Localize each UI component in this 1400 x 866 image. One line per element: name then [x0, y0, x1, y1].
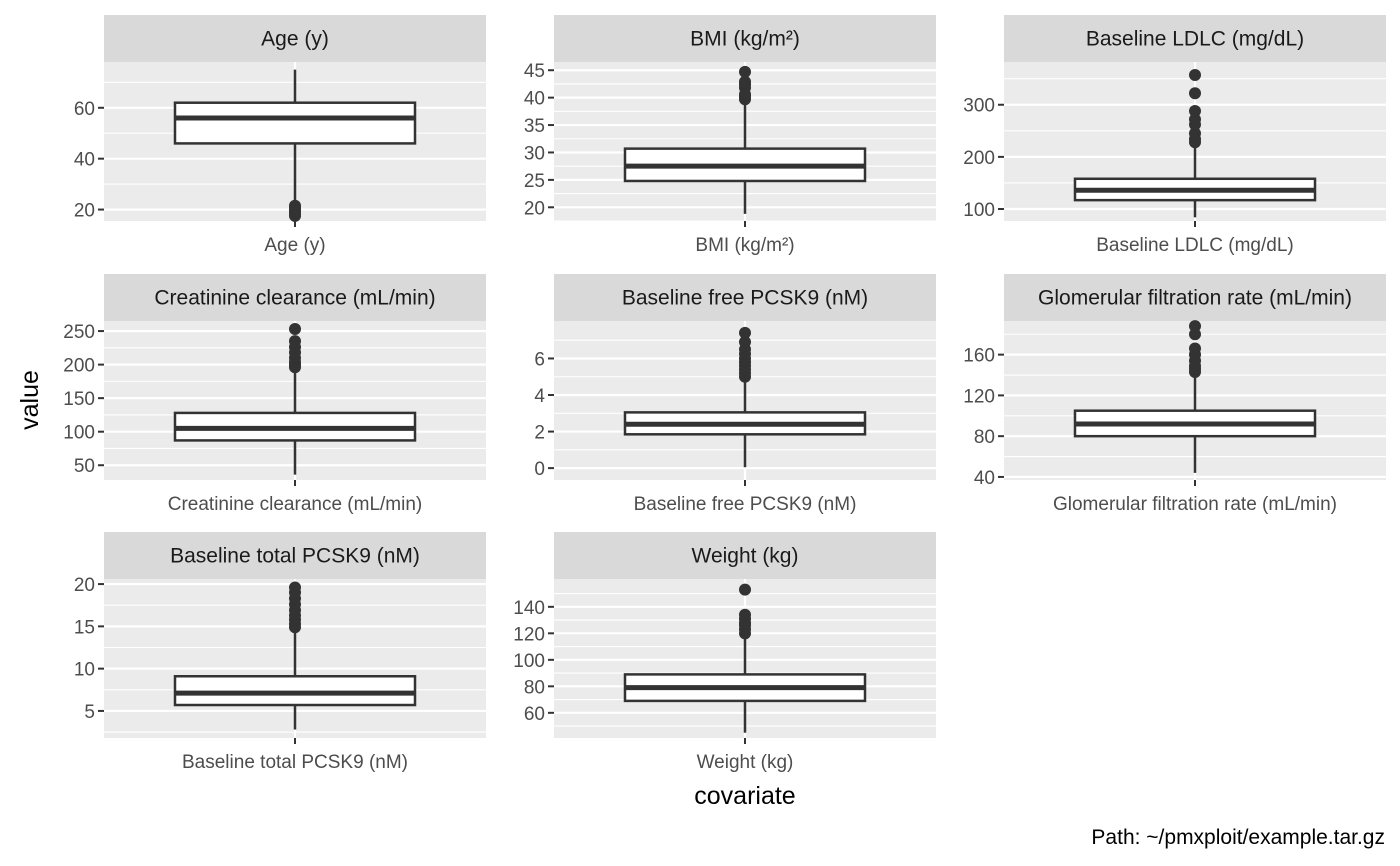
facet-creatinine-clearance-ml-min: Creatinine clearance (mL/min) 50 100 150 200…	[63, 274, 486, 515]
strip-label: Baseline LDLC (mg/dL)	[1086, 28, 1304, 51]
y-tick-label: 120	[513, 624, 545, 645]
facet-baseline-ldlc-mg-dl: Baseline LDLC (mg/dL) 100 200 300 Baseline L…	[963, 15, 1386, 256]
y-tick-label: 6	[534, 349, 545, 370]
y-tick-label: 5	[84, 702, 95, 723]
facet-baseline-total-pcsk9-nm: Baseline total PCSK9 (nM) 5 10 15 20 Baseline…	[74, 532, 486, 773]
y-tick-label: 100	[63, 423, 95, 444]
y-tick-label: 60	[74, 99, 95, 120]
outlier-point	[1189, 87, 1201, 100]
strip-background	[104, 274, 486, 321]
outlier-point	[739, 583, 751, 596]
y-tick-label: 10	[74, 660, 95, 681]
strip-background	[1004, 274, 1386, 321]
outlier-point	[1189, 105, 1201, 118]
x-tick-label: Baseline free PCSK9 (nM)	[634, 494, 857, 515]
x-tick-label: Baseline total PCSK9 (nM)	[182, 752, 408, 773]
caption: Path: ~/pmxploit/example.tar.gz	[1091, 826, 1385, 849]
y-tick-label: 35	[524, 116, 545, 137]
y-tick-label: 20	[74, 575, 95, 596]
outlier-point	[1189, 342, 1201, 355]
strip-label: Baseline free PCSK9 (nM)	[622, 287, 868, 310]
strip-background	[104, 15, 486, 62]
y-tick-label: 0	[534, 459, 545, 480]
outlier-point	[739, 65, 751, 78]
strip-background	[554, 532, 936, 579]
y-tick-label: 160	[963, 346, 995, 367]
y-tick-label: 80	[524, 677, 545, 698]
strip-label: Weight (kg)	[692, 545, 799, 568]
y-tick-label: 20	[524, 198, 545, 219]
x-tick-label: Age (y)	[264, 235, 325, 256]
outlier-point	[289, 199, 301, 212]
y-tick-label: 4	[534, 386, 545, 407]
y-tick-label: 15	[74, 617, 95, 638]
x-tick-label: Baseline LDLC (mg/dL)	[1096, 235, 1293, 256]
x-tick-label: Creatinine clearance (mL/min)	[168, 494, 423, 515]
strip-label: Glomerular filtration rate (mL/min)	[1038, 287, 1352, 310]
strip-background	[554, 274, 936, 321]
y-tick-label: 100	[963, 200, 995, 221]
y-tick-label: 60	[524, 704, 545, 725]
outlier-point	[1189, 320, 1201, 333]
y-axis-title: value	[16, 370, 44, 430]
y-tick-label: 40	[524, 89, 545, 110]
outlier-point	[1189, 113, 1201, 126]
box-iqr	[173, 101, 417, 145]
x-tick-label: Weight (kg)	[697, 752, 794, 773]
outlier-point	[1189, 69, 1201, 82]
y-tick-label: 300	[963, 96, 995, 117]
y-tick-label: 25	[524, 171, 545, 192]
strip-label: BMI (kg/m²)	[690, 28, 800, 51]
y-tick-label: 150	[63, 389, 95, 410]
x-axis-title: covariate	[694, 782, 795, 810]
strip-label: Baseline total PCSK9 (nM)	[170, 545, 420, 568]
facet-glomerular-filtration-rate-ml-min: Glomerular filtration rate (mL/min) 40 80 1…	[963, 274, 1386, 515]
outlier-point	[739, 75, 751, 88]
outlier-point	[289, 323, 301, 336]
y-tick-label: 2	[534, 423, 545, 444]
outlier-point	[739, 608, 751, 621]
y-tick-label: 140	[513, 598, 545, 619]
outlier-point	[1189, 127, 1201, 140]
x-tick-label: BMI (kg/m²)	[695, 235, 794, 256]
strip-label: Age (y)	[261, 28, 329, 51]
outlier-point	[289, 581, 301, 594]
y-tick-label: 200	[963, 148, 995, 169]
outlier-point	[739, 336, 751, 349]
y-tick-label: 40	[974, 468, 995, 489]
facet-age-y: Age (y) 20 40 60 Age (y)	[74, 15, 486, 256]
strip-background	[1004, 15, 1386, 62]
y-tick-label: 200	[63, 356, 95, 377]
y-tick-label: 30	[524, 143, 545, 164]
x-tick-label: Glomerular filtration rate (mL/min)	[1053, 494, 1337, 515]
strip-background	[104, 532, 486, 579]
y-tick-label: 120	[963, 386, 995, 407]
box-iqr	[173, 675, 417, 707]
outlier-point	[739, 326, 751, 339]
y-tick-label: 250	[63, 322, 95, 343]
facet-bmi-kg-m: BMI (kg/m²) 20 25 30 35 40 45 BMI (kg/m²)	[524, 15, 936, 256]
facet-baseline-free-pcsk9-nm: Baseline free PCSK9 (nM) 0 2 4 6 Baseline fre…	[534, 274, 936, 515]
y-tick-label: 20	[74, 201, 95, 222]
y-tick-label: 45	[524, 61, 545, 82]
strip-background	[554, 15, 936, 62]
facet-weight-kg: Weight (kg) 60 80 100 120 140 Weight (kg)	[513, 532, 936, 773]
y-tick-label: 50	[74, 456, 95, 477]
outlier-point	[289, 335, 301, 348]
y-tick-label: 100	[513, 651, 545, 672]
y-tick-label: 40	[74, 150, 95, 171]
strip-label: Creatinine clearance (mL/min)	[154, 287, 435, 310]
y-tick-label: 80	[974, 427, 995, 448]
